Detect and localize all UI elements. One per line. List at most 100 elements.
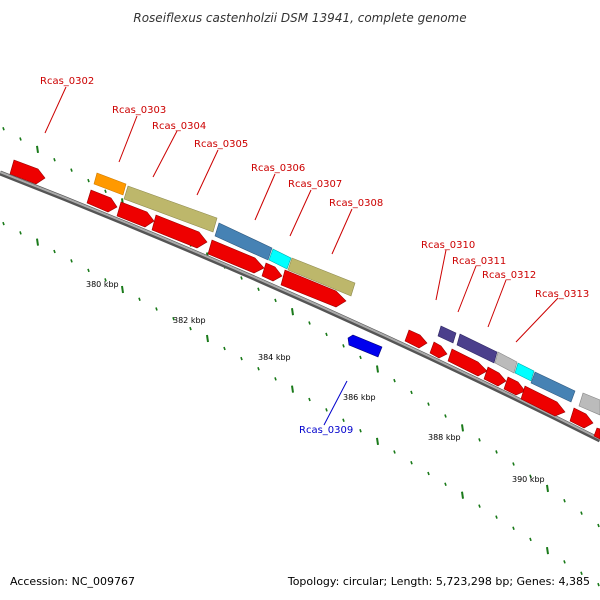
tick-mark — [529, 537, 532, 542]
gene-label-rcas-0310[interactable]: Rcas_0310 — [421, 240, 475, 251]
gene-arrow-rcas-0304[interactable] — [116, 201, 155, 228]
tick-mark — [580, 571, 583, 575]
tick-mark — [2, 127, 5, 131]
kbp-label-380: 380 kbp — [86, 280, 119, 289]
tick-mark — [444, 414, 447, 418]
gene-arrow-rcas-0309[interactable] — [347, 334, 383, 358]
tick-mark — [240, 276, 243, 280]
tick-mark — [359, 355, 362, 360]
gene-arrow-rcas-0310a[interactable] — [404, 329, 428, 349]
tick-mark — [342, 418, 345, 423]
feature-khaki-2[interactable] — [287, 257, 356, 297]
feature-steelblue-1[interactable] — [214, 222, 273, 261]
gene-label-rcas-0305[interactable]: Rcas_0305 — [194, 139, 248, 150]
gene-arrow-rcas-0302[interactable] — [9, 159, 46, 185]
feature-khaki-1[interactable] — [123, 185, 218, 233]
gene-arrow-rcas-0303[interactable] — [86, 189, 118, 213]
gene-label-rcas-0309[interactable]: Rcas_0309 — [299, 425, 353, 436]
tick-mark — [546, 546, 549, 555]
gene-label-rcas-0302[interactable]: Rcas_0302 — [40, 76, 94, 87]
gene-arrow-rcas-0314[interactable] — [569, 407, 594, 429]
gene-arrow-rcas-0311[interactable] — [447, 348, 488, 377]
genome-summary-text: Topology: circular; Length: 5,723,298 bp… — [287, 575, 590, 588]
gene-label-rcas-0313[interactable]: Rcas_0313 — [535, 289, 589, 300]
gene-arrow-rcas-0308[interactable] — [280, 269, 347, 308]
feature-steelblue-2[interactable] — [530, 371, 576, 403]
tick-mark — [138, 297, 141, 301]
gene-labels: Rcas_0302 Rcas_0303 Rcas_0304 Rcas_0305 … — [40, 76, 589, 436]
gene-arrow-rcas-0312[interactable] — [503, 376, 526, 396]
feature-slate-small[interactable] — [437, 325, 457, 344]
tick-mark — [308, 321, 311, 325]
tick-mark — [580, 511, 583, 515]
tick-mark — [461, 491, 464, 499]
forward-gene-track — [9, 159, 600, 440]
gene-label-rcas-0304[interactable]: Rcas_0304 — [152, 121, 206, 132]
kbp-label-388: 388 kbp — [428, 433, 461, 442]
tick-mark — [563, 498, 566, 503]
tick-mark — [70, 168, 73, 172]
outer-feature-track — [93, 172, 600, 416]
map-title: Roseiflexus castenholzii DSM 13941, comp… — [133, 11, 466, 25]
feature-lightgray-2[interactable] — [578, 392, 600, 416]
feature-cyan-2[interactable] — [514, 362, 535, 382]
tick-mark — [121, 285, 124, 294]
gene-label-rcas-0311[interactable]: Rcas_0311 — [452, 256, 506, 267]
tick-mark — [223, 346, 226, 351]
tick-mark — [478, 504, 481, 508]
tick-mark — [325, 408, 328, 412]
gene-arrow-rcas-0306[interactable] — [207, 239, 265, 274]
tick-mark — [325, 332, 328, 337]
tick-mark — [597, 523, 600, 528]
gene-arrow-rcas-0310[interactable] — [429, 341, 448, 359]
feature-cyan-1[interactable] — [268, 248, 292, 270]
gene-label-rcas-0308[interactable]: Rcas_0308 — [329, 198, 383, 209]
tick-mark — [393, 378, 396, 383]
gene-label-rcas-0312[interactable]: Rcas_0312 — [482, 270, 536, 281]
gene-label-rcas-0306[interactable]: Rcas_0306 — [251, 163, 305, 174]
tick-mark — [461, 424, 464, 432]
genome-backbone — [0, 170, 600, 443]
kbp-label-382: 382 kbp — [173, 316, 206, 325]
accession-text: Accession: NC_009767 — [10, 575, 135, 588]
gene-label-rcas-0303[interactable]: Rcas_0303 — [112, 105, 166, 116]
tick-mark — [563, 560, 566, 564]
feature-slate[interactable] — [456, 333, 498, 364]
gene-arrow-rcas-0305[interactable] — [151, 214, 208, 249]
tick-mark — [53, 249, 56, 254]
gene-label-rcas-0307[interactable]: Rcas_0307 — [288, 179, 342, 190]
tick-mark — [53, 157, 56, 162]
tick-mark — [70, 259, 73, 263]
tick-mark — [308, 397, 311, 402]
tick-mark — [359, 429, 362, 433]
tick-mark — [529, 474, 532, 478]
gene-arrow-rcas-0311b[interactable] — [483, 366, 507, 387]
tick-mark — [427, 402, 430, 406]
tick-mark — [291, 385, 294, 393]
tick-mark — [274, 377, 277, 381]
tick-mark — [342, 344, 345, 348]
tick-mark — [410, 460, 413, 465]
tick-mark — [240, 356, 243, 361]
tick-mark — [19, 137, 22, 141]
tick-mark — [495, 450, 498, 454]
tick-mark — [512, 462, 515, 466]
tick-mark — [87, 178, 90, 183]
tick-mark — [155, 307, 158, 311]
tick-mark — [36, 238, 39, 246]
feature-orange[interactable] — [93, 172, 127, 196]
tick-mark — [257, 287, 260, 291]
gene-arrow-rcas-0307[interactable] — [261, 262, 283, 282]
tick-mark — [478, 438, 481, 442]
gene-arrow-edge[interactable] — [593, 427, 600, 440]
tick-mark — [87, 268, 90, 273]
tick-mark — [427, 471, 430, 476]
tick-mark — [189, 326, 192, 331]
feature-lightgray-1[interactable] — [494, 351, 518, 374]
gene-arrow-rcas-0313[interactable] — [520, 385, 566, 417]
tick-mark — [376, 365, 379, 373]
tick-mark — [291, 308, 294, 316]
tick-mark — [36, 145, 39, 153]
tick-mark — [376, 437, 379, 446]
